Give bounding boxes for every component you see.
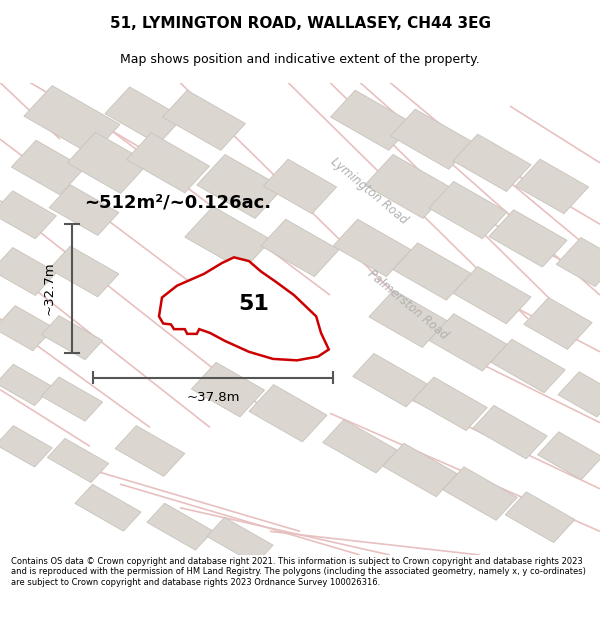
Polygon shape [0, 248, 56, 296]
Text: ~512m²/~0.126ac.: ~512m²/~0.126ac. [84, 194, 271, 212]
Polygon shape [49, 185, 119, 236]
Polygon shape [413, 377, 487, 431]
Polygon shape [249, 384, 327, 442]
Polygon shape [47, 439, 109, 483]
Polygon shape [491, 339, 565, 392]
Polygon shape [538, 432, 600, 480]
Polygon shape [191, 362, 265, 417]
Polygon shape [49, 246, 119, 297]
Polygon shape [524, 298, 592, 349]
Text: Map shows position and indicative extent of the property.: Map shows position and indicative extent… [120, 53, 480, 66]
Polygon shape [556, 238, 600, 286]
Polygon shape [185, 206, 271, 271]
Polygon shape [331, 90, 413, 151]
Polygon shape [163, 90, 245, 151]
Polygon shape [443, 467, 517, 521]
Polygon shape [11, 140, 85, 195]
Polygon shape [393, 243, 471, 300]
Text: Contains OS data © Crown copyright and database right 2021. This information is : Contains OS data © Crown copyright and d… [11, 557, 586, 587]
Polygon shape [127, 132, 209, 193]
Polygon shape [105, 87, 183, 144]
Polygon shape [429, 181, 507, 239]
Polygon shape [41, 377, 103, 421]
Polygon shape [207, 518, 273, 564]
Polygon shape [159, 258, 329, 361]
Text: 51: 51 [238, 294, 269, 314]
Polygon shape [453, 266, 531, 324]
Polygon shape [0, 306, 54, 351]
Polygon shape [197, 154, 283, 218]
Polygon shape [0, 426, 52, 467]
Polygon shape [261, 219, 339, 276]
Text: 51, LYMINGTON ROAD, WALLASEY, CH44 3EG: 51, LYMINGTON ROAD, WALLASEY, CH44 3EG [110, 16, 491, 31]
Text: ~32.7m: ~32.7m [43, 262, 56, 316]
Polygon shape [391, 109, 473, 169]
Polygon shape [429, 314, 507, 371]
Polygon shape [453, 134, 531, 191]
Polygon shape [365, 154, 451, 218]
Polygon shape [67, 132, 149, 193]
Polygon shape [473, 406, 547, 459]
Polygon shape [263, 159, 337, 214]
Polygon shape [515, 159, 589, 214]
Polygon shape [75, 484, 141, 531]
Polygon shape [115, 426, 185, 476]
Polygon shape [333, 219, 411, 276]
Polygon shape [489, 210, 567, 267]
Polygon shape [41, 316, 103, 360]
Polygon shape [323, 419, 397, 473]
Polygon shape [558, 372, 600, 417]
Text: ~37.8m: ~37.8m [186, 391, 240, 404]
Polygon shape [0, 364, 52, 406]
Polygon shape [0, 191, 56, 239]
Polygon shape [353, 353, 427, 407]
Polygon shape [24, 86, 120, 155]
Polygon shape [369, 290, 447, 348]
Text: Palmerston Road: Palmerston Road [365, 268, 451, 342]
Text: Lymington Road: Lymington Road [328, 155, 410, 227]
Polygon shape [505, 492, 575, 542]
Polygon shape [383, 443, 457, 497]
Polygon shape [147, 503, 213, 550]
